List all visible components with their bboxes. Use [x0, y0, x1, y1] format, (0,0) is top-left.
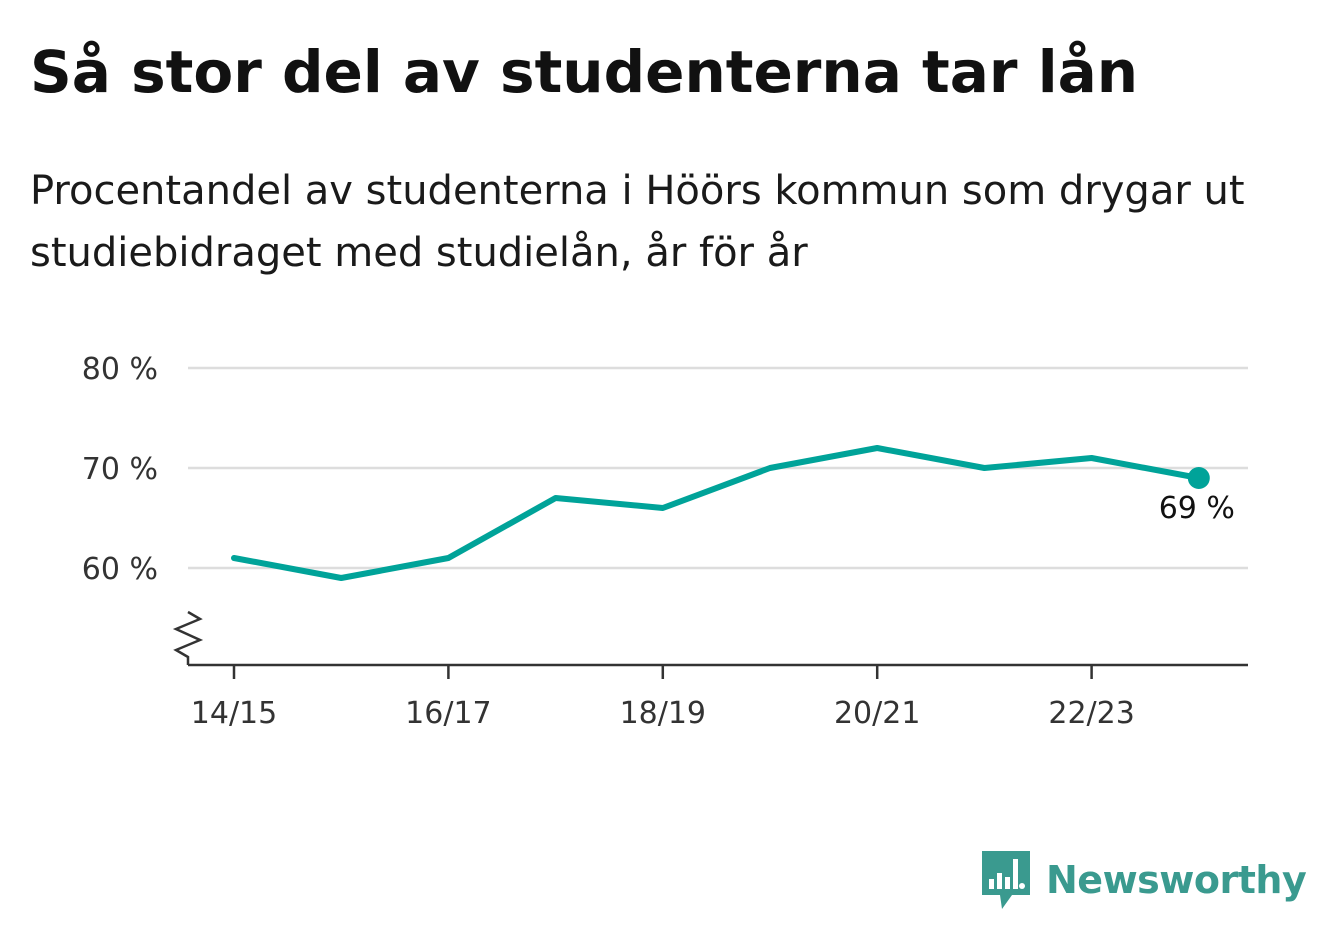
y-axis-tick-labels: 80 % 70 % 60 %: [82, 352, 158, 587]
x-tick-label: 16/17: [405, 696, 491, 731]
gridlines: [188, 366, 1248, 570]
x-tick-label: 20/21: [834, 696, 920, 731]
axis-break-icon: [172, 610, 204, 665]
newsworthy-logo: Newsworthy: [980, 848, 1307, 912]
x-tick-label: 14/15: [191, 696, 277, 731]
y-tick-label: 70 %: [82, 452, 158, 487]
x-tick-label: 18/19: [620, 696, 706, 731]
y-tick-label: 80 %: [82, 352, 158, 387]
chart-title: Så stor del av studenterna tar lån: [30, 38, 1139, 106]
series-line: [231, 445, 1202, 581]
x-axis-ticks: 14/15 16/17 18/19 20/21 22/23: [191, 665, 1135, 731]
data-label-last: 69 %: [1159, 491, 1235, 526]
chart-subtitle: Procentandel av studenterna i Höörs komm…: [30, 168, 1245, 276]
logo-text: Newsworthy: [1046, 858, 1307, 902]
x-tick-label: 22/23: [1048, 696, 1134, 731]
data-point-last: [1187, 467, 1210, 489]
y-tick-label: 60 %: [82, 552, 158, 587]
newsworthy-bar-chart-icon: [982, 851, 1030, 909]
x-axis: [172, 610, 1248, 667]
